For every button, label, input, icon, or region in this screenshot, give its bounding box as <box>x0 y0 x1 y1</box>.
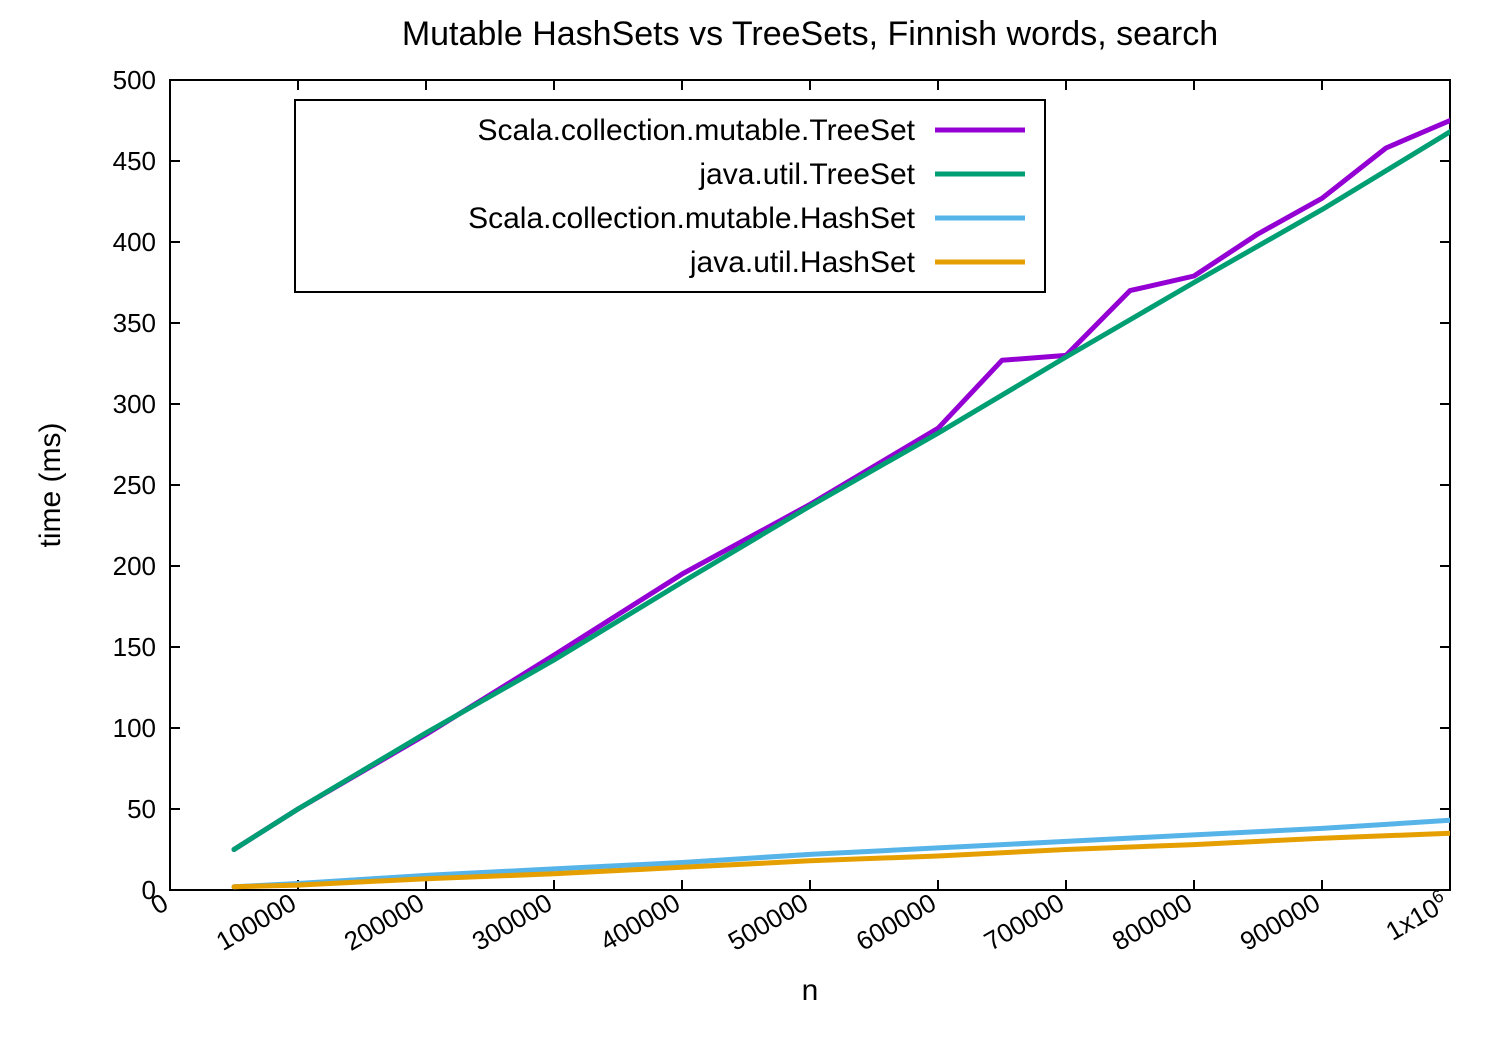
x-tick-label: 800000 <box>1107 887 1197 956</box>
y-tick-label: 300 <box>113 389 156 419</box>
y-tick-label: 100 <box>113 713 156 743</box>
y-tick-label: 250 <box>113 470 156 500</box>
x-tick-label: 700000 <box>979 887 1069 956</box>
x-tick-label: 400000 <box>595 887 685 956</box>
chart-container: Mutable HashSets vs TreeSets, Finnish wo… <box>0 0 1500 1050</box>
y-tick-label: 50 <box>127 794 156 824</box>
legend-entry-label: java.util.TreeSet <box>698 158 915 191</box>
y-tick-label: 500 <box>113 65 156 95</box>
x-tick-label: 100000 <box>211 887 301 956</box>
legend: Scala.collection.mutable.TreeSet java.uti… <box>295 100 1045 292</box>
y-tick-label: 350 <box>113 308 156 338</box>
x-axis-label: n <box>802 974 819 1007</box>
y-axis-label: time (ms) <box>34 423 67 548</box>
x-tick-label: 1x106 <box>1379 885 1453 946</box>
x-tick-label: 200000 <box>339 887 429 956</box>
y-tick-label: 200 <box>113 551 156 581</box>
chart-title: Mutable HashSets vs TreeSets, Finnish wo… <box>402 15 1218 53</box>
series-line <box>234 833 1450 887</box>
y-tick-label: 450 <box>113 146 156 176</box>
legend-entry-label: Scala.collection.mutable.HashSet <box>468 202 916 235</box>
x-tick-label: 500000 <box>723 887 813 956</box>
y-tick-label: 400 <box>113 227 156 257</box>
legend-entry-label: Scala.collection.mutable.TreeSet <box>478 114 916 147</box>
x-tick-label: 600000 <box>851 887 941 956</box>
benchmark-chart: Mutable HashSets vs TreeSets, Finnish wo… <box>0 0 1500 1050</box>
x-tick-label: 900000 <box>1235 887 1325 956</box>
legend-entry-label: java.util.HashSet <box>689 246 916 279</box>
y-tick-label: 150 <box>113 632 156 662</box>
x-tick-label: 300000 <box>467 887 557 956</box>
